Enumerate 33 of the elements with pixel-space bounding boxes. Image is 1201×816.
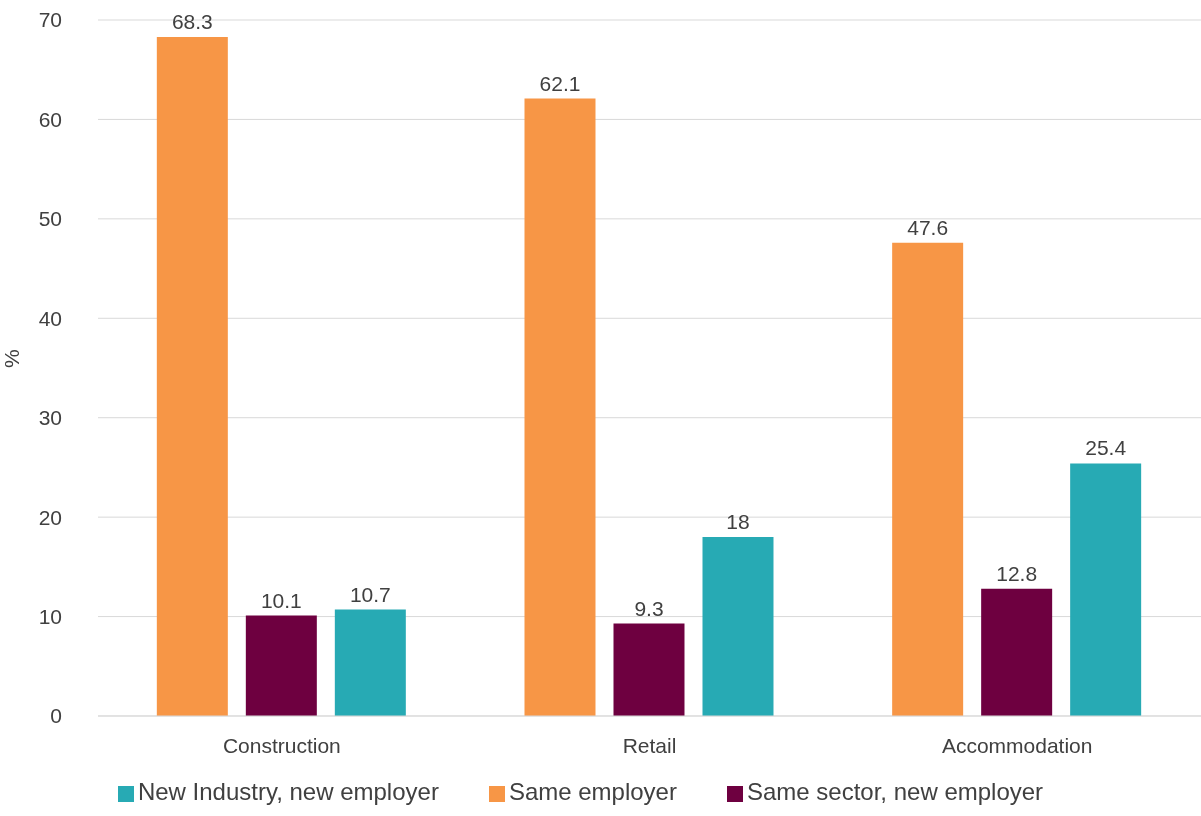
y-tick-label: 10 xyxy=(38,605,62,629)
bar xyxy=(524,98,596,716)
y-axis-title: % xyxy=(0,349,24,368)
y-tick-label: 0 xyxy=(50,704,62,728)
bar xyxy=(1070,463,1142,716)
legend-label: Same employer xyxy=(508,778,677,805)
bar xyxy=(892,242,964,716)
data-label: 47.6 xyxy=(907,215,949,239)
x-tick-label: Retail xyxy=(622,733,677,757)
bar xyxy=(981,588,1053,716)
bar xyxy=(613,623,685,716)
data-label: 68.3 xyxy=(171,9,213,33)
bar xyxy=(245,615,317,716)
y-tick-label: 40 xyxy=(38,306,62,330)
bar xyxy=(702,537,774,716)
legend-label: Same sector, new employer xyxy=(746,778,1044,805)
y-tick-label: 30 xyxy=(38,406,62,430)
x-tick-label: Accommodation xyxy=(941,733,1093,757)
legend-label: New Industry, new employer xyxy=(137,778,439,805)
x-tick-label: Construction xyxy=(222,733,341,757)
data-label: 12.8 xyxy=(996,561,1038,585)
data-label: 10.7 xyxy=(349,582,391,606)
y-tick-label: 20 xyxy=(38,505,62,529)
y-tick-label: 70 xyxy=(38,8,62,32)
data-label: 25.4 xyxy=(1085,436,1127,460)
y-tick-label: 60 xyxy=(38,107,62,131)
data-label: 9.3 xyxy=(634,596,664,620)
data-label: 10.1 xyxy=(260,588,302,612)
data-label: 18 xyxy=(726,510,750,534)
y-tick-label: 50 xyxy=(38,207,62,231)
data-label: 62.1 xyxy=(539,71,581,95)
bar xyxy=(156,36,228,716)
bar xyxy=(334,609,406,716)
